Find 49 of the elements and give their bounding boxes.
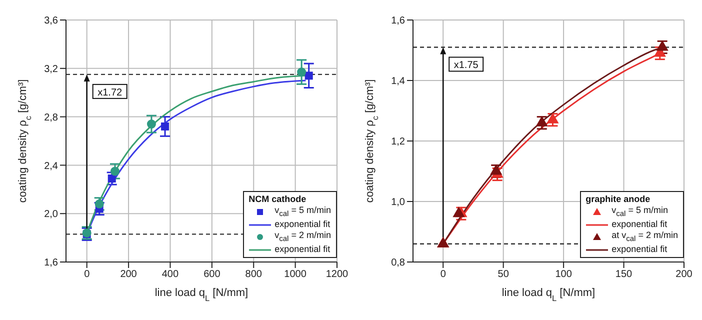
point — [536, 116, 548, 126]
y-tick-label: 1,6 — [391, 16, 406, 27]
point — [490, 164, 502, 175]
y-tick-label: 1,0 — [391, 197, 406, 208]
legend-label: v$_{cal}$ = 5 m/min — [274, 205, 331, 220]
point — [304, 72, 313, 80]
legend-label: v$_{cal}$ = 2 m/min — [274, 230, 331, 244]
x-axis-title: line load q$_{L}$ [N/mm] — [154, 287, 248, 302]
legend-title: graphite anode — [586, 194, 652, 204]
point — [94, 199, 104, 208]
point — [297, 68, 306, 77]
y-tick-label: 3,2 — [44, 64, 58, 75]
legend-label: exponential fit — [612, 244, 668, 255]
x-tick-label: 400 — [162, 269, 180, 280]
y-tick-label: 2,4 — [44, 160, 58, 172]
point — [546, 112, 559, 124]
x-tick-label: 150 — [615, 269, 633, 280]
legend-label: exponential fit — [612, 219, 668, 230]
point — [161, 122, 170, 130]
y-tick-label: 3,6 — [44, 16, 58, 27]
x-tick-label: 100 — [555, 269, 572, 280]
x-tick-label: 50 — [498, 269, 510, 280]
x-tick-label: 200 — [120, 269, 138, 280]
x-tick-label: 0 — [84, 269, 90, 280]
point — [656, 40, 668, 51]
legend-label: exponential fit — [274, 244, 330, 255]
point — [110, 166, 120, 176]
x-tick-label: 0 — [440, 269, 446, 280]
y-tick-label: 1,2 — [391, 136, 406, 148]
x-tick-label: 200 — [676, 269, 693, 280]
y-tick-label: 2,0 — [44, 209, 58, 220]
legend-label: v$_{cal}$ = 5 m/min — [612, 205, 668, 220]
point — [452, 206, 465, 218]
point — [146, 120, 156, 129]
legend-label: at v$_{cal}$ = 2 m/min — [612, 230, 678, 244]
legend-title: NCM cathode — [248, 194, 308, 204]
y-tick-label: 1,6 — [44, 258, 58, 269]
x-tick-label: 1000 — [284, 269, 307, 280]
x-tick-label: 600 — [204, 269, 221, 280]
annotation: x1.72 — [98, 87, 123, 98]
x-axis-title: line load q$_{L}$ [N/mm] — [502, 287, 596, 302]
x-tick-label: 1200 — [326, 269, 349, 280]
annotation: x1.75 — [454, 60, 479, 72]
y-tick-label: 0,8 — [391, 258, 406, 269]
legend-label: exponential fit — [274, 219, 330, 230]
y-tick-label: 1,4 — [391, 76, 406, 88]
y-tick-label: 2,8 — [44, 112, 58, 124]
point — [108, 174, 116, 183]
x-tick-label: 800 — [245, 269, 262, 280]
